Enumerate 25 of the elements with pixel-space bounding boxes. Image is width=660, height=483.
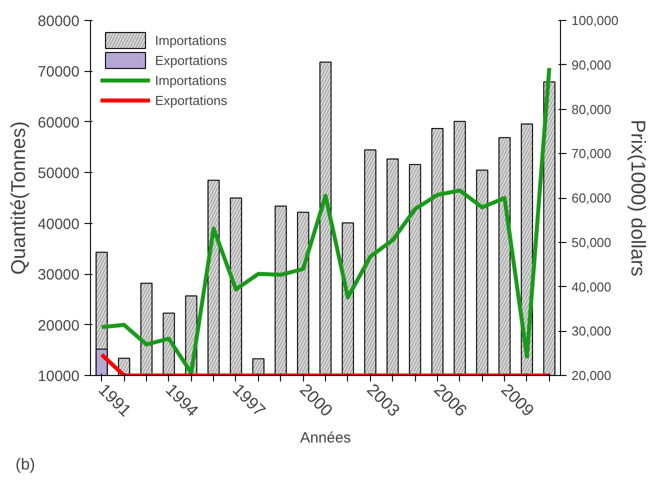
y-tick-label: 50000 xyxy=(38,165,80,182)
y2-tick-label: 40,000 xyxy=(572,279,612,294)
y-tick-label: 20000 xyxy=(38,317,80,334)
y-tick-label: 30000 xyxy=(38,266,80,284)
y-tick-label: 80000 xyxy=(38,13,80,30)
y-axis-title: Quantité(Tonnes) xyxy=(8,121,30,275)
legend-label: Importations xyxy=(155,32,227,48)
text: (b) xyxy=(16,456,36,474)
legend-label: Exportations xyxy=(155,52,228,68)
y-tick-label: 70000 xyxy=(38,64,80,81)
y-tick-label: 40000 xyxy=(38,216,80,233)
legend-label: Importations xyxy=(155,72,227,88)
legend-label: Exportations xyxy=(155,92,228,108)
y2-tick-label: 50,000 xyxy=(572,234,612,250)
x-axis-title: Années xyxy=(300,430,351,447)
y2-axis-title: Prix(1000) dollars xyxy=(626,120,648,276)
y2-tick-label: 60,000 xyxy=(572,190,612,206)
y2-tick-label: 20,000 xyxy=(572,368,612,383)
y2-tick-label: 100,000 xyxy=(572,13,618,28)
y-tick-label: 10000 xyxy=(38,368,80,385)
y2-tick-label: 80,000 xyxy=(572,102,612,117)
y-tick-label: 60000 xyxy=(38,114,80,132)
y2-tick-label: 30,000 xyxy=(572,324,612,339)
y2-tick-label: 90,000 xyxy=(572,57,612,72)
y2-tick-label: 70,000 xyxy=(572,146,612,162)
